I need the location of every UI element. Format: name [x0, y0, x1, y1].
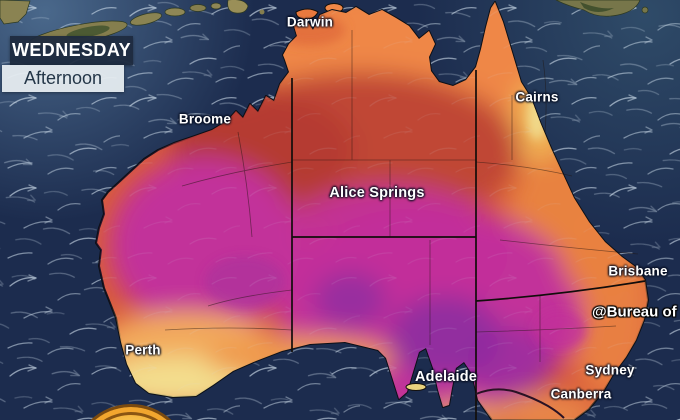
city-label-perth: Perth [125, 342, 161, 358]
city-label-darwin: Darwin [286, 14, 334, 30]
period-banner: Afternoon [2, 65, 124, 92]
state-borders [291, 70, 646, 420]
city-label-adelaide: Adelaide [414, 369, 478, 385]
city-label-brisbane: Brisbane [608, 263, 668, 279]
indonesia-png-islands [0, 0, 649, 48]
city-label-canberra: Canberra [550, 386, 612, 402]
city-label-sydney: Sydney [585, 362, 635, 378]
bureau-watermark: @Bureau of Me [592, 303, 680, 321]
kangaroo-island [405, 383, 427, 391]
day-banner: WEDNESDAY [10, 36, 133, 65]
city-label-alice-springs: Alice Springs [329, 185, 425, 201]
district-boundaries [164, 30, 639, 362]
city-label-broome: Broome [178, 111, 232, 127]
city-label-cairns: Cairns [515, 89, 559, 105]
